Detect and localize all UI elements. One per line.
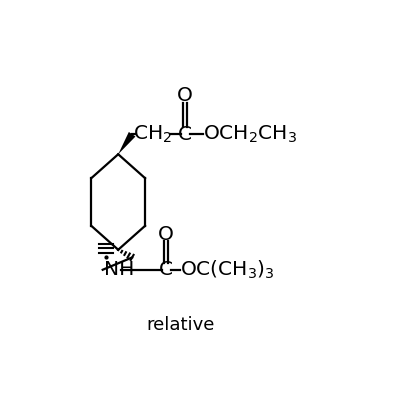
Text: CH$_2$: CH$_2$	[133, 124, 172, 145]
Text: NH: NH	[104, 260, 135, 279]
Text: C: C	[178, 125, 192, 144]
Polygon shape	[118, 132, 136, 154]
Text: OC(CH$_3$)$_3$: OC(CH$_3$)$_3$	[180, 259, 275, 281]
Text: O: O	[158, 225, 174, 244]
Text: relative: relative	[146, 316, 214, 334]
Text: C: C	[159, 260, 173, 279]
Text: O: O	[177, 86, 193, 105]
Text: OCH$_2$CH$_3$: OCH$_2$CH$_3$	[204, 124, 298, 145]
